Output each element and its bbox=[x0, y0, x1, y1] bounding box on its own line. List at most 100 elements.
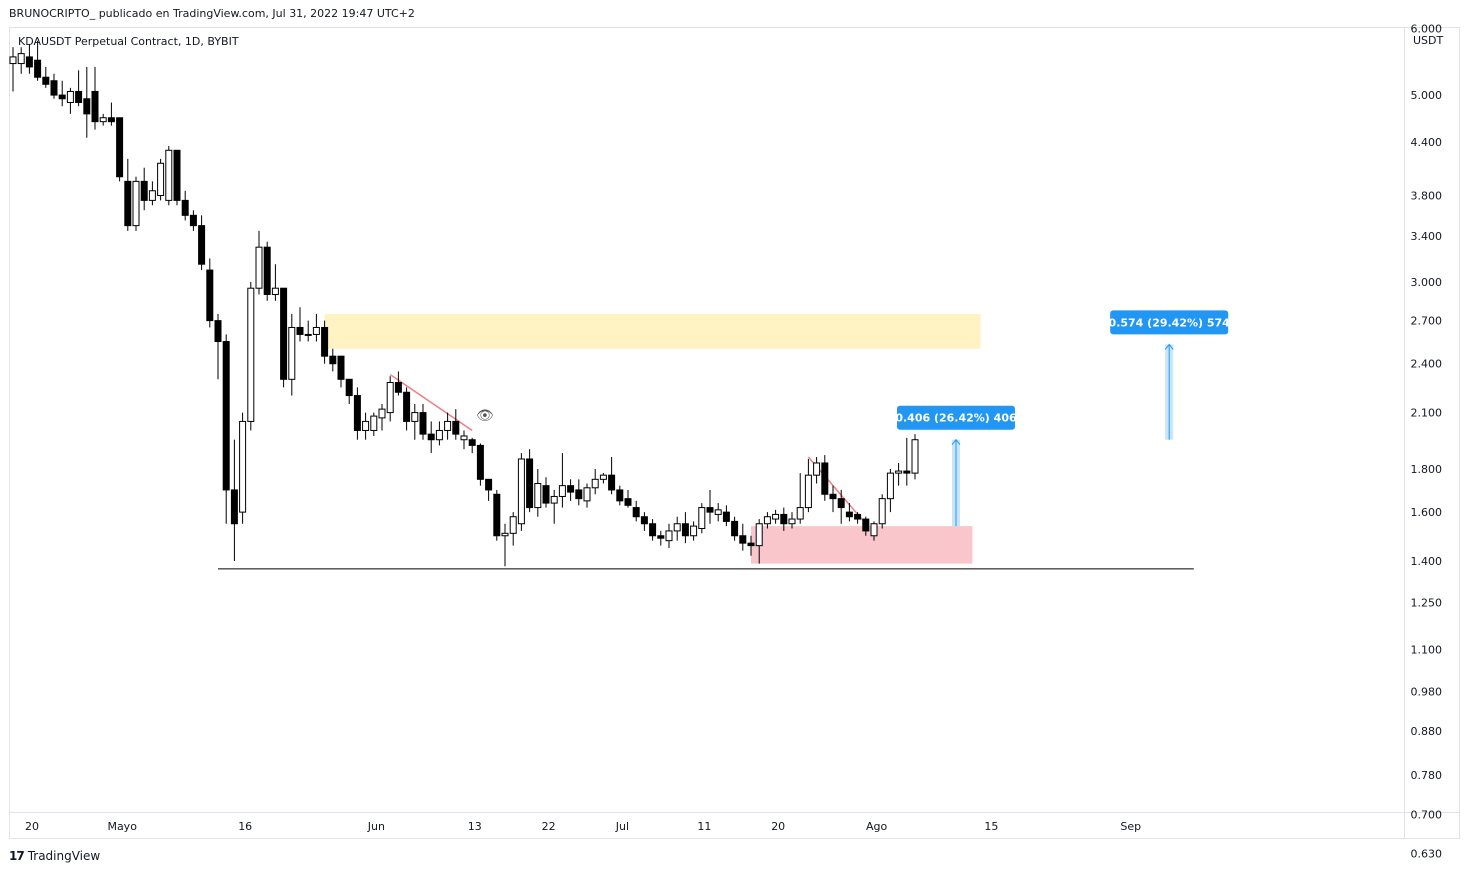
y-tick-label: 1.800 bbox=[1411, 463, 1443, 476]
candle-down bbox=[854, 513, 862, 520]
candle-up bbox=[370, 415, 378, 431]
candle-down bbox=[403, 391, 411, 422]
candle-down bbox=[263, 246, 271, 295]
y-tick-label: 2.400 bbox=[1411, 358, 1443, 371]
x-tick-label: 11 bbox=[697, 820, 711, 833]
candle-up bbox=[796, 507, 804, 520]
candle-up bbox=[673, 523, 681, 532]
measure-arrow-icon bbox=[951, 438, 961, 446]
y-tick-label: 0.630 bbox=[1411, 847, 1443, 860]
candle-down bbox=[731, 520, 739, 537]
resistance-zone bbox=[324, 313, 981, 349]
candle-down bbox=[206, 269, 214, 322]
x-tick-label: Ago bbox=[866, 820, 888, 833]
candle-down bbox=[468, 439, 476, 446]
candle-up bbox=[591, 478, 599, 489]
measure-label: 0.406 (26.42%) 406 bbox=[895, 412, 1017, 425]
chart-frame bbox=[9, 27, 1460, 839]
eye-icon: 👁 bbox=[476, 408, 494, 424]
y-tick-label: 1.600 bbox=[1411, 506, 1443, 519]
y-tick-label: 0.780 bbox=[1411, 769, 1443, 782]
candle-up bbox=[165, 149, 173, 201]
candle-up bbox=[378, 408, 386, 419]
candle-up bbox=[386, 382, 394, 414]
symbol-title: KDAUSDT Perpetual Contract, 1D, BYBIT bbox=[18, 35, 239, 48]
candle-up bbox=[444, 420, 452, 431]
candle-up bbox=[534, 483, 542, 509]
y-tick-label: 2.700 bbox=[1411, 315, 1443, 328]
candle-down bbox=[25, 56, 33, 68]
candle-down bbox=[394, 382, 402, 393]
candle-down bbox=[173, 149, 181, 201]
candle-down bbox=[58, 94, 66, 100]
candle-down bbox=[706, 507, 714, 513]
candle-down bbox=[107, 117, 115, 123]
candle-up bbox=[17, 53, 25, 65]
candle-up bbox=[255, 246, 263, 289]
candle-up bbox=[271, 287, 279, 295]
candle-down bbox=[296, 326, 304, 335]
tradingview-brand: TradingView bbox=[27, 849, 101, 863]
candle-down bbox=[452, 420, 460, 435]
x-tick-label: Mayo bbox=[107, 820, 137, 833]
candle-up bbox=[247, 287, 255, 422]
candle-down bbox=[280, 287, 288, 380]
measure-label-box bbox=[1110, 310, 1229, 335]
candle-up bbox=[813, 462, 821, 476]
y-tick-label: 0.880 bbox=[1411, 725, 1443, 738]
y-tick-label: 1.250 bbox=[1411, 596, 1443, 609]
candle-down bbox=[862, 518, 870, 532]
support-zone bbox=[751, 526, 973, 564]
tradingview-footer[interactable]: 17 TradingView bbox=[9, 849, 100, 863]
candle-up bbox=[558, 485, 566, 497]
candle-down bbox=[91, 90, 99, 123]
candle-down bbox=[640, 516, 648, 525]
candle-down bbox=[657, 535, 665, 539]
candle-down bbox=[419, 412, 427, 435]
y-tick-label: 2.100 bbox=[1411, 407, 1443, 420]
candle-up bbox=[411, 412, 419, 422]
candle-up bbox=[99, 117, 107, 123]
candle-up bbox=[755, 523, 763, 547]
candle-up bbox=[9, 56, 17, 65]
candle-down bbox=[575, 489, 583, 500]
candle-down bbox=[829, 493, 837, 500]
candle-up bbox=[550, 495, 558, 504]
candle-up bbox=[870, 523, 878, 537]
candle-down bbox=[526, 458, 534, 509]
candle-up bbox=[895, 470, 903, 474]
candle-down bbox=[632, 507, 640, 518]
price-axis-separator bbox=[1404, 27, 1405, 839]
candle-down bbox=[649, 523, 657, 537]
y-tick-label: 5.000 bbox=[1411, 89, 1443, 102]
candle-down bbox=[427, 433, 435, 441]
candle-up bbox=[509, 516, 517, 534]
candle-up bbox=[583, 487, 591, 502]
candle-down bbox=[476, 444, 484, 480]
candle-down bbox=[34, 59, 42, 78]
candle-down bbox=[567, 485, 575, 493]
candle-up bbox=[239, 420, 247, 513]
candle-down bbox=[222, 341, 230, 491]
candle-up bbox=[788, 518, 796, 525]
candle-down bbox=[739, 535, 747, 544]
candle-down bbox=[42, 76, 50, 85]
candle-up bbox=[157, 162, 165, 197]
candle-down bbox=[821, 462, 829, 495]
candle-up bbox=[148, 190, 156, 201]
y-tick-label: 3.800 bbox=[1411, 190, 1443, 203]
y-tick-label: 1.400 bbox=[1411, 555, 1443, 568]
candle-down bbox=[845, 511, 853, 518]
candle-up bbox=[763, 516, 771, 525]
candle-up bbox=[599, 474, 607, 480]
publisher-line: BRUNOCRIPTO_ publicado en TradingView.co… bbox=[9, 7, 415, 20]
x-tick-label: 13 bbox=[468, 820, 482, 833]
candle-down bbox=[608, 474, 616, 491]
candle-down bbox=[747, 542, 755, 547]
candle-down bbox=[83, 98, 91, 115]
candle-up bbox=[804, 474, 812, 509]
candle-up bbox=[911, 439, 919, 474]
candle-up bbox=[878, 498, 886, 525]
candle-down bbox=[181, 199, 189, 216]
